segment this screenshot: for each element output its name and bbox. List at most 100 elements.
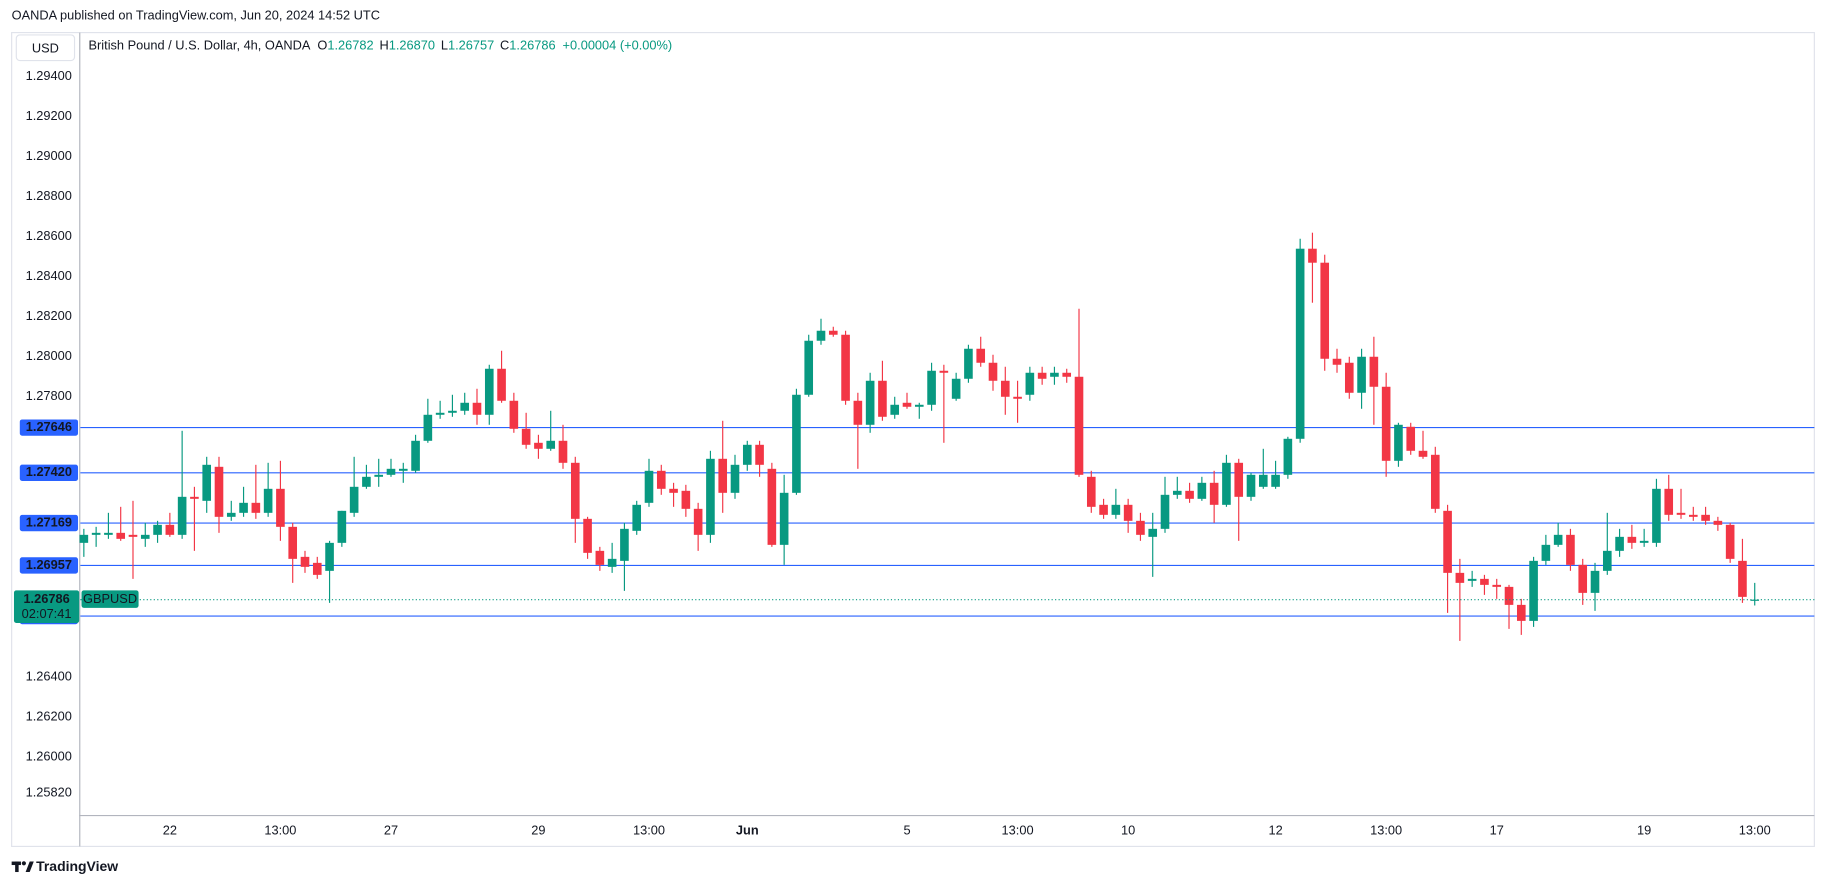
- countdown-label: 02:07:41: [22, 606, 72, 621]
- candle-body: [792, 394, 801, 493]
- candle-body: [1283, 438, 1293, 475]
- candle-body: [1258, 474, 1268, 487]
- candle-body: [1344, 362, 1354, 393]
- candle-body: [570, 462, 580, 519]
- candle-body: [1050, 372, 1059, 377]
- candle-body: [546, 440, 556, 449]
- candle-body: [681, 490, 691, 509]
- candle-body: [349, 486, 359, 513]
- candle-body: [964, 348, 973, 379]
- y-tick-label: 1.29000: [26, 148, 72, 163]
- level-label: 1.26957: [26, 557, 72, 572]
- candle-body: [1197, 482, 1207, 499]
- candle-body: [300, 556, 310, 567]
- candle-body: [1332, 358, 1342, 365]
- candle-body: [1725, 524, 1735, 559]
- candle-body: [1418, 450, 1428, 457]
- candle-body: [1738, 560, 1747, 597]
- candle-body: [91, 532, 101, 535]
- candle-body: [841, 334, 850, 401]
- candle-body: [669, 488, 678, 493]
- currency-label: USD: [32, 40, 59, 55]
- candle-body: [914, 404, 924, 407]
- candle-body: [1381, 386, 1391, 461]
- legend-change: +0.00004 (+0.00%): [563, 38, 673, 53]
- x-tick-label: 13:00: [264, 823, 296, 838]
- currency-button[interactable]: [15, 34, 76, 62]
- candle-body: [620, 528, 629, 561]
- y-tick-label: 1.29200: [26, 108, 72, 123]
- chart-frame: [11, 32, 1815, 847]
- candle-body: [632, 504, 642, 531]
- level-label-box: [19, 557, 79, 574]
- candle-body: [755, 444, 764, 465]
- candle-body: [1185, 490, 1194, 499]
- candle-body: [521, 428, 531, 445]
- publisher-line: OANDA published on TradingView.com, Jun …: [12, 8, 380, 23]
- candle-body: [1516, 604, 1526, 621]
- candle-body: [1037, 372, 1047, 379]
- candle-body: [583, 518, 592, 553]
- candle-body: [386, 468, 396, 475]
- candle-body: [1664, 488, 1674, 515]
- x-tick-label: 27: [384, 823, 398, 838]
- candle-body: [706, 458, 715, 535]
- candle-body: [865, 380, 875, 425]
- y-tick-label: 1.26400: [26, 668, 72, 683]
- candle-body: [1455, 572, 1465, 583]
- candle-body: [1701, 514, 1710, 521]
- level-label-box: [19, 464, 79, 481]
- candle-body: [1234, 462, 1244, 497]
- candle-body: [312, 562, 322, 575]
- candle-body: [140, 534, 150, 539]
- candle-body: [890, 404, 900, 415]
- candle-body: [693, 508, 703, 535]
- candle-body: [1357, 356, 1366, 393]
- candle-body: [239, 502, 248, 513]
- candle-body: [190, 496, 199, 499]
- candle-body: [1111, 504, 1121, 515]
- symbol-tag-box: [81, 590, 139, 608]
- legend-key: O: [317, 38, 327, 53]
- y-tick-label: 1.26000: [26, 748, 72, 763]
- candle-body: [411, 440, 420, 471]
- candle-body: [1000, 380, 1010, 397]
- y-tick-label: 1.25820: [26, 784, 72, 799]
- candle-body: [214, 466, 224, 517]
- candle-body: [988, 362, 998, 381]
- logo-part: [25, 861, 34, 873]
- x-tick-label: 13:00: [1739, 823, 1771, 838]
- candle-body: [1308, 248, 1317, 263]
- candle-body: [177, 496, 187, 535]
- candle-body: [902, 402, 912, 407]
- candle-body: [644, 470, 654, 503]
- x-tick-label: 5: [903, 823, 910, 838]
- candle-body: [1123, 504, 1133, 521]
- x-tick-label: 19: [1637, 823, 1651, 838]
- candle-body: [1467, 578, 1477, 581]
- candle-body: [595, 550, 605, 565]
- candle-body: [128, 534, 138, 537]
- level-label: 1.27646: [26, 419, 72, 434]
- candle-body: [1504, 586, 1514, 605]
- legend-title: British Pound / U.S. Dollar, 4h, OANDA: [89, 38, 311, 53]
- candle-body: [1074, 376, 1084, 475]
- candle-body: [767, 468, 777, 545]
- candle-body: [1013, 396, 1022, 399]
- candle-body: [816, 330, 826, 341]
- candle-body: [1209, 482, 1219, 505]
- candle-body: [534, 442, 543, 449]
- symbol-tag: GBPUSD: [83, 591, 137, 606]
- candle-body: [484, 368, 494, 415]
- candle-body: [263, 488, 273, 513]
- candle-body: [362, 476, 371, 487]
- candle-body: [730, 464, 740, 493]
- candle-body: [1148, 528, 1158, 537]
- candle-body: [951, 378, 961, 399]
- level-label-box: [19, 514, 79, 532]
- candle-body: [742, 444, 752, 465]
- legend-value: 1.26870: [389, 38, 435, 53]
- candle-body: [804, 340, 814, 395]
